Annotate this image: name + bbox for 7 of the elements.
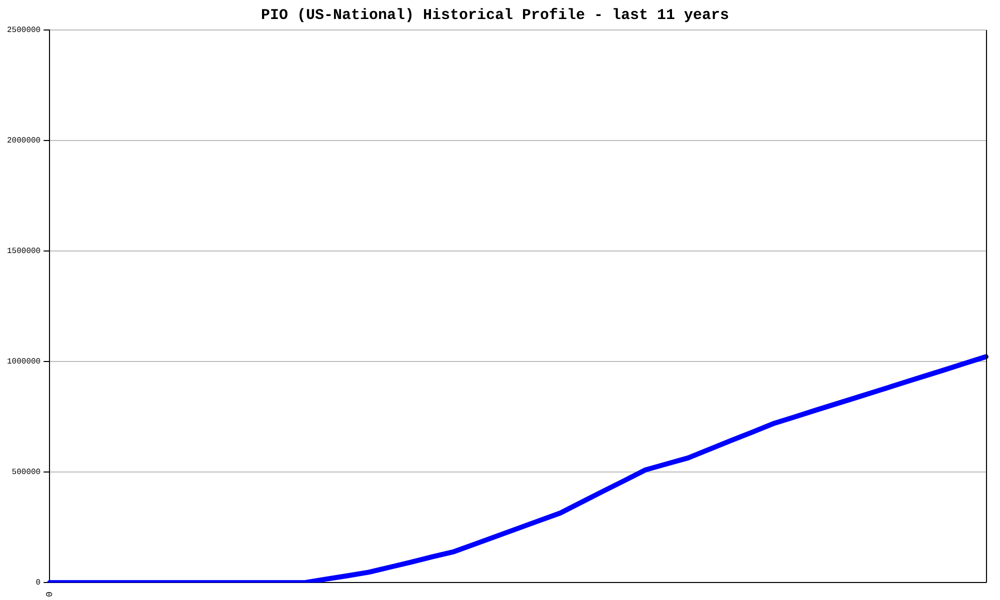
- y-tick-label: 1000000: [6, 358, 41, 367]
- y-tick-label: 0: [36, 578, 41, 588]
- chart-title: PIO (US-National) Historical Profile - last 11 years: [260, 6, 730, 24]
- y-tick-label: 2500000: [6, 26, 41, 36]
- y-tick-label: 1500000: [6, 247, 41, 256]
- y-tick-label: 2000000: [6, 136, 41, 146]
- y-tick-label: 500000: [12, 468, 41, 478]
